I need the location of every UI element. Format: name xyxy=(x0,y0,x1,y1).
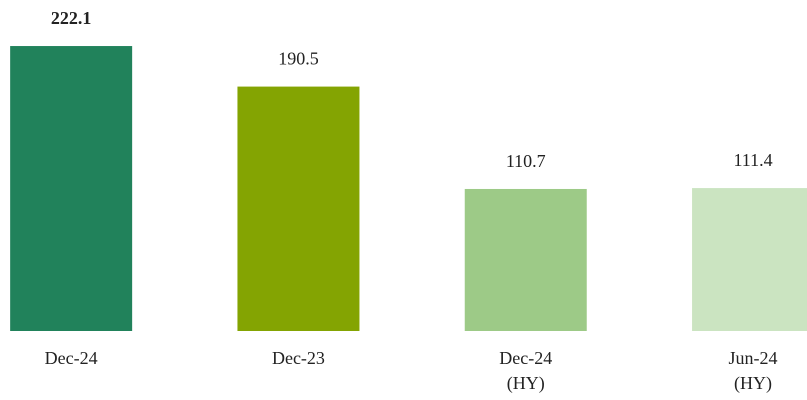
value-label: 110.7 xyxy=(506,151,546,171)
x-tick-label: Dec-23 xyxy=(272,348,325,368)
value-label: 190.5 xyxy=(278,49,319,69)
x-tick-label: Dec-24 xyxy=(45,348,98,368)
value-label: 111.4 xyxy=(733,150,772,170)
bar xyxy=(10,46,133,331)
bar xyxy=(464,188,587,331)
x-tick-label: Dec-24 (HY) xyxy=(499,348,552,394)
x-tick-label: Jun-24 (HY) xyxy=(729,348,778,394)
value-label: 222.1 xyxy=(51,8,92,28)
bar xyxy=(237,86,360,331)
bar xyxy=(692,188,807,331)
